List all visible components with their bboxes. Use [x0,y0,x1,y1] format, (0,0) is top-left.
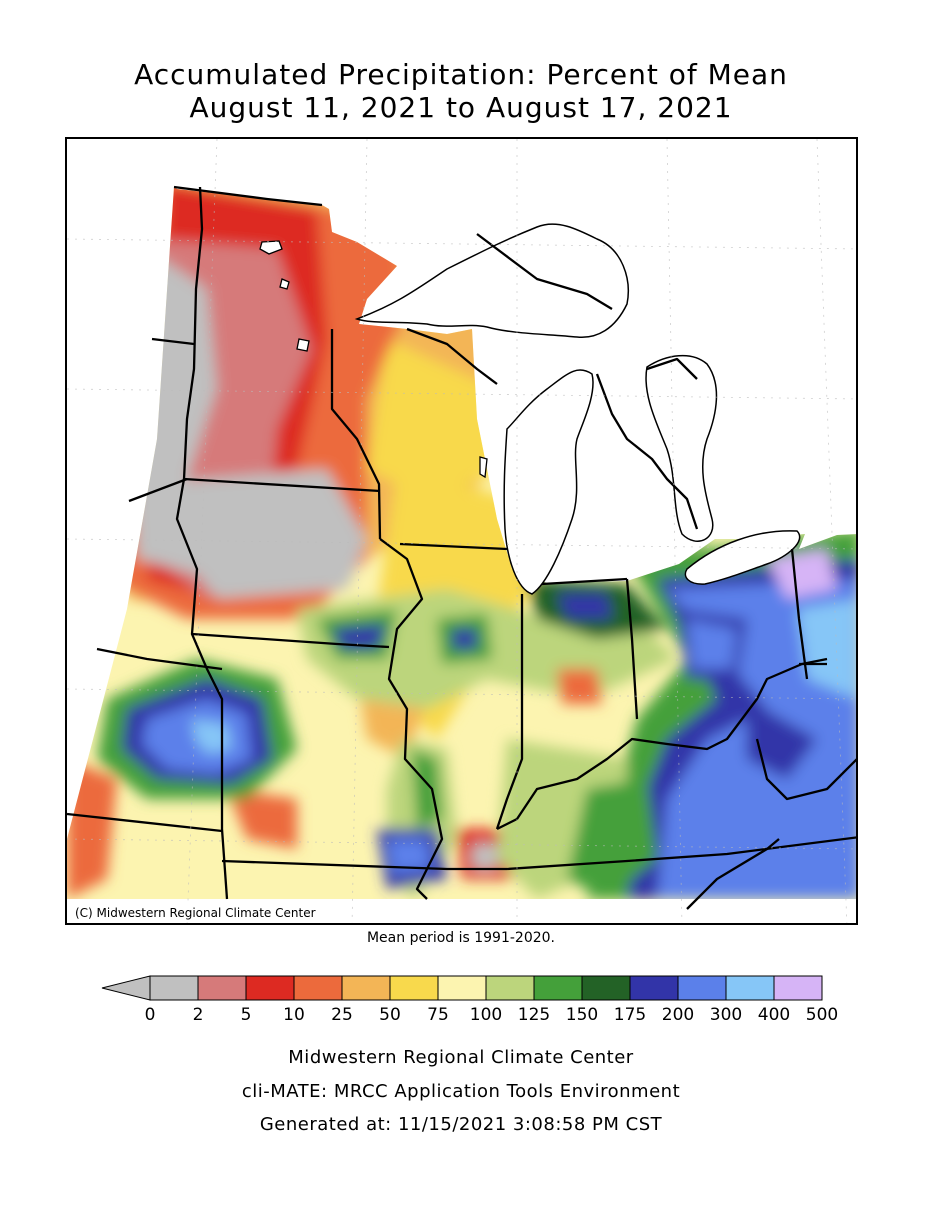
legend-swatch [677,975,727,1001]
color-legend: 0 2 5 10 25 50 75 100 125 150 175 200 300 400 500 [101,975,839,1025]
graticule [67,139,856,923]
legend-swatch [389,975,439,1001]
precipitation-map: (C) Midwestern Regional Climate Center [65,137,858,925]
legend-tick-label: 300 [710,1005,742,1025]
map-title-line-1: Accumulated Precipitation: Percent of Me… [134,58,788,91]
legend-swatch [149,975,199,1001]
legend-tick-label: 500 [806,1005,838,1025]
map-canvas [67,139,856,923]
legend-labels: 0 2 5 10 25 50 75 100 125 150 175 200 300 400 500 [145,1005,839,1025]
legend-tick-label: 200 [662,1005,694,1025]
legend-swatch [773,975,823,1001]
legend-tick-label: 175 [614,1005,646,1025]
legend-swatch [581,975,631,1001]
legend-swatch [533,975,583,1001]
legend-swatch [245,975,295,1001]
legend-tick-label: 50 [379,1005,401,1025]
legend-swatch [629,975,679,1001]
legend-tick-label: 0 [145,1005,156,1025]
legend-tick-label: 150 [566,1005,598,1025]
legend-swatch [341,975,391,1001]
legend-swatch [485,975,535,1001]
legend-swatch [725,975,775,1001]
great-lakes [354,223,801,595]
legend-swatch [197,975,247,1001]
lake-islands [259,240,488,479]
mean-period-note: Mean period is 1991-2020. [366,930,556,946]
legend-tick-label: 125 [518,1005,550,1025]
legend-color-boxes [101,975,823,1001]
legend-tick-label: 10 [283,1005,305,1025]
footer-generated: Generated at: 11/15/2021 3:08:58 PM CST [259,1114,663,1135]
footer-org: Midwestern Regional Climate Center [288,1047,634,1068]
copyright-label: (C) Midwestern Regional Climate Center [71,904,321,921]
legend-swatch [437,975,487,1001]
map-title-line-2: August 11, 2021 to August 17, 2021 [189,91,733,124]
legend-underflow-arrow [101,975,151,1001]
footer-tool: cli-MATE: MRCC Application Tools Environ… [241,1081,681,1102]
legend-swatch [293,975,343,1001]
legend-tick-label: 75 [427,1005,449,1025]
legend-tick-label: 400 [758,1005,790,1025]
state-boundaries [67,185,856,910]
legend-tick-label: 5 [241,1005,252,1025]
legend-tick-label: 100 [470,1005,502,1025]
legend-tick-label: 25 [331,1005,353,1025]
legend-tick-label: 2 [193,1005,204,1025]
